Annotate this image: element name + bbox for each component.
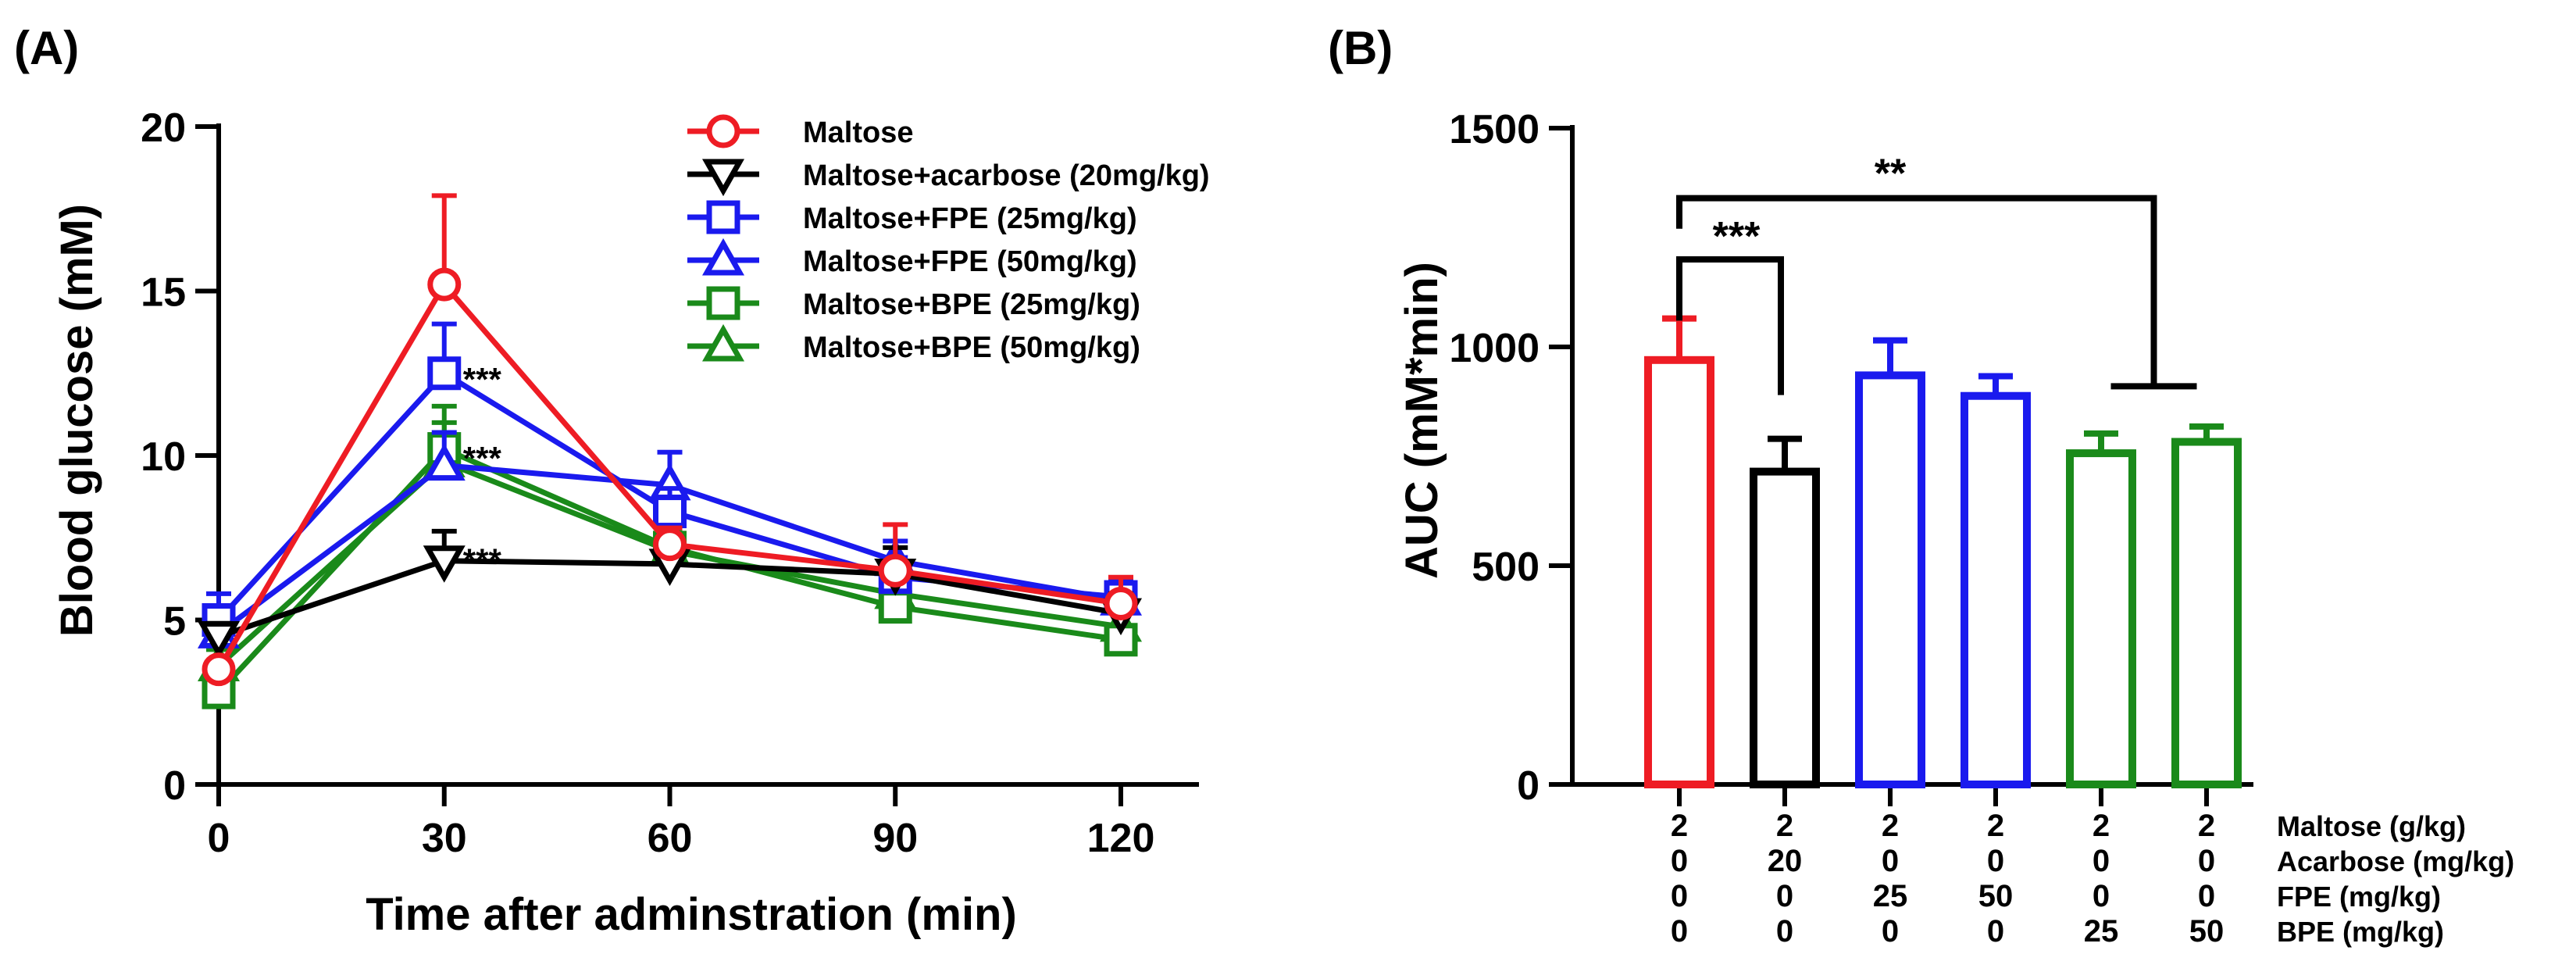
panel-a-significance-label: *** — [463, 440, 502, 477]
panel-a-data-point — [653, 495, 687, 529]
legend-entry-label: Maltose+FPE (25mg/kg) — [803, 202, 1137, 235]
panel-a-series — [202, 193, 1138, 687]
panel-b-table-value: 2 — [1671, 809, 1688, 843]
panel-a-x-tick-label: 0 — [208, 816, 230, 861]
panel-a-y-tick-label: 20 — [141, 105, 186, 151]
panel-b-table-value: 0 — [2198, 844, 2215, 878]
panel-b-table-row-label: Maltose (g/kg) — [2277, 810, 2466, 842]
panel-a-data-point — [878, 590, 912, 624]
panel-b-y-tick-label: 1000 — [1449, 326, 1540, 371]
panel-a-y-tick-label: 0 — [163, 763, 186, 809]
panel-b-table-value: 0 — [1671, 844, 1688, 878]
panel-a-x-tick-label: 90 — [872, 816, 918, 861]
legend-entry-label: Maltose+BPE (25mg/kg) — [803, 288, 1140, 321]
panel-a-legend: Maltose Maltose+acarbose (20mg/kg) Maltose… — [687, 114, 1210, 364]
panel-b-significance-label: ** — [1875, 152, 1907, 197]
panel-b-bar — [1644, 356, 1714, 788]
panel-b-table-value: 2 — [2093, 809, 2110, 843]
panel-a-x-tick-label: 30 — [422, 816, 467, 861]
panel-b-significance-label: *** — [1713, 214, 1761, 259]
legend-marker — [701, 238, 745, 276]
legend-marker — [701, 159, 745, 197]
panel-b-y-tick-label: 500 — [1472, 545, 1540, 590]
panel-b-table-value: 0 — [2093, 844, 2110, 878]
panel-b-table-value: 20 — [1768, 844, 1803, 878]
panel-a-x-tick-label: 120 — [1087, 816, 1155, 861]
panel-b-table-value: 50 — [2189, 914, 2225, 949]
panel-a-data-point — [427, 356, 462, 391]
panel-b-table-value: 0 — [1671, 914, 1688, 949]
panel-a-x-tick-label: 60 — [648, 816, 693, 861]
panel-b-label: (B) — [1328, 22, 1393, 74]
panel-b-table-value: 25 — [1873, 879, 1908, 913]
panel-a-line-chart: (A) 0 5 10 15 20 0 30 60 90 120 *** *** *** Maltose… — [14, 22, 1210, 940]
panel-b-table-value: 0 — [1882, 914, 1899, 949]
panel-b-table-value: 50 — [1978, 879, 2014, 913]
panel-b-table-value: 0 — [1987, 844, 2004, 878]
panel-b-table-row-label: FPE (mg/kg) — [2277, 881, 2441, 913]
panel-b-table-row-label: BPE (mg/kg) — [2277, 916, 2444, 948]
panel-b-table-row-label: Acarbose (mg/kg) — [2277, 845, 2514, 877]
panel-b-bar — [1855, 371, 1925, 788]
panel-b-table-value: 0 — [1776, 914, 1793, 949]
legend-marker — [701, 323, 745, 362]
panel-a-data-point — [202, 652, 236, 687]
panel-b-table-value: 0 — [1776, 879, 1793, 913]
panel-b-table-value: 0 — [2093, 879, 2110, 913]
panel-b-significance-bracket — [1676, 195, 2157, 387]
panel-a-y-tick-label: 10 — [141, 434, 186, 480]
panel-b-table-value: 0 — [2198, 879, 2215, 913]
legend-entry-label: Maltose+acarbose (20mg/kg) — [803, 159, 1210, 192]
panel-a-data-point — [423, 545, 466, 583]
panel-b-bar — [2171, 438, 2242, 789]
legend-marker — [706, 200, 740, 234]
panel-b-table-value: 25 — [2084, 914, 2119, 949]
panel-b-bar — [2066, 449, 2136, 789]
panel-a-label: (A) — [14, 22, 79, 74]
panel-a-y-axis-title: Blood glucose (mM) — [52, 204, 102, 637]
panel-b-y-tick-label: 1500 — [1449, 107, 1540, 152]
panel-b-table-value: 2 — [1987, 809, 2004, 843]
panel-b-table-value: 0 — [1882, 844, 1899, 878]
panel-a-data-point — [1104, 586, 1138, 620]
panel-a-significance-label: *** — [463, 361, 502, 398]
panel-b-y-tick-label: 0 — [1517, 763, 1540, 809]
legend-entry-label: Maltose+FPE (50mg/kg) — [803, 245, 1137, 278]
panel-a-x-axis-title: Time after adminstration (min) — [366, 889, 1017, 940]
panel-b-table-value: 0 — [1987, 914, 2004, 949]
legend-entry-label: Maltose+BPE (50mg/kg) — [803, 331, 1140, 364]
panel-a-data-point — [653, 527, 687, 562]
panel-b-bar — [1961, 391, 2031, 788]
panel-a-data-point — [197, 621, 241, 659]
panel-a-significance-label: *** — [463, 541, 502, 578]
panel-a-data-point — [423, 443, 466, 481]
panel-b-y-axis-title: AUC (mM*min) — [1397, 262, 1447, 579]
panel-b-table-value: 2 — [1776, 809, 1793, 843]
panel-b-table-value: 2 — [2198, 809, 2215, 843]
legend-marker — [706, 114, 740, 148]
panel-b-table-value: 2 — [1882, 809, 1899, 843]
panel-b-bar — [1750, 467, 1820, 788]
panel-a-y-tick-label: 15 — [141, 270, 186, 316]
panel-b-significance-bracket — [1676, 256, 1784, 395]
panel-a-data-point — [427, 267, 462, 302]
panel-a-y-tick-label: 5 — [163, 599, 186, 645]
legend-entry-label: Maltose — [803, 116, 913, 149]
legend-marker — [706, 286, 740, 320]
panel-a-data-point — [878, 553, 912, 588]
panel-b-table-value: 0 — [1671, 879, 1688, 913]
